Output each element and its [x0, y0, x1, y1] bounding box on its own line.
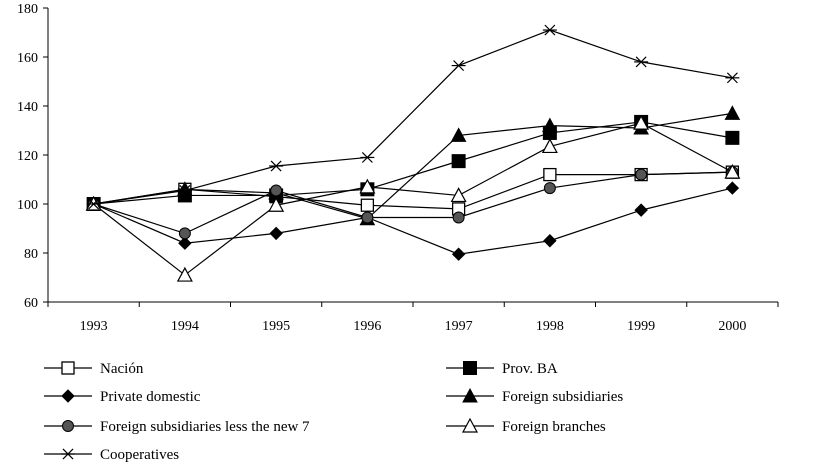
chart-legend: Nación Prov. BA Private domestic Foreign su… [44, 361, 623, 463]
series-line-foreign-subsidiaries-less-the-new-7 [93, 171, 733, 235]
y-tick-label: 80 [24, 247, 38, 262]
series-cooperatives [86, 24, 740, 210]
legend-label-prov-ba: Prov. BA [502, 361, 558, 377]
series-line-prov-ba [93, 121, 733, 205]
y-tick-label: 100 [17, 198, 38, 213]
series-line-foreign-branches [93, 122, 733, 276]
x-tick-label: 1996 [353, 319, 381, 334]
legend-marker-foreign-subsidiaries [462, 387, 478, 403]
data-point-private-domestic [634, 203, 648, 217]
data-point-foreign-subsidiaries [724, 105, 741, 120]
data-point-foreign-branches [176, 266, 193, 282]
data-point-prov-ba [451, 154, 466, 169]
legend-marker-nacion [61, 361, 75, 375]
legend-item-prov-ba: Prov. BA [446, 361, 558, 377]
legend-item-foreign-branches: Foreign branches [446, 417, 606, 435]
data-point-foreign-subsidiaries [450, 127, 467, 142]
legend-item-nacion: Nación [44, 361, 144, 377]
data-point-foreign-branches [450, 187, 467, 203]
series-line-private-domestic [93, 187, 733, 255]
legend-item-foreign-subsidiaries: Foreign subsidiaries [446, 387, 623, 405]
y-tick-label: 60 [24, 296, 38, 311]
data-point-foreign-branches [633, 114, 650, 130]
data-point-prov-ba [725, 130, 740, 145]
y-tick-label: 160 [17, 51, 38, 66]
data-point-cooperatives [542, 24, 557, 36]
x-tick-label: 1997 [445, 319, 473, 334]
data-point-foreign-branches [359, 178, 376, 194]
legend-label-foreign-branches: Foreign branches [502, 419, 606, 435]
x-tick-label: 1993 [80, 319, 108, 334]
data-point-cooperatives [725, 72, 740, 84]
data-point-private-domestic [269, 226, 283, 241]
data-point-nacion [543, 167, 557, 182]
legend-label-nacion: Nación [100, 361, 144, 377]
data-point-cooperatives [634, 56, 649, 68]
data-point-cooperatives [86, 198, 101, 210]
legend-label-foreign-subsidiaries-less-the-new-7: Foreign subsidiaries less the new 7 [100, 419, 310, 435]
legend-item-cooperatives: Cooperatives [44, 447, 179, 463]
legend-marker-cooperatives [61, 448, 75, 460]
data-point-foreign-subsidiaries [177, 181, 193, 196]
legend-marker-prov-ba [463, 361, 477, 375]
legend-marker-foreign-branches [461, 417, 479, 433]
series-line-nacion [93, 171, 733, 210]
legend-label-foreign-subsidiaries: Foreign subsidiaries [502, 389, 623, 405]
data-point-foreign-subsidiaries-less-the-new-7 [178, 227, 191, 240]
chart-series-layer [85, 24, 741, 282]
x-tick-label: 1998 [536, 319, 564, 334]
data-point-private-domestic [725, 181, 740, 195]
chart-axes: 60 80 100 120 140 160 180 1993 1994 1995 1996 1997 1… [17, 2, 779, 334]
data-point-foreign-branches [724, 163, 741, 179]
legend-label-private-domestic: Private domestic [100, 389, 201, 405]
x-tick-label: 1999 [627, 319, 655, 334]
data-point-foreign-subsidiaries-less-the-new-7 [543, 182, 556, 195]
legend-item-foreign-subsidiaries-less-the-new-7: Foreign subsidiaries less the new 7 [44, 419, 310, 435]
data-point-private-domestic [543, 234, 557, 248]
data-point-foreign-subsidiaries-less-the-new-7 [361, 211, 374, 224]
x-tick-label: 1995 [262, 319, 290, 334]
data-point-private-domestic [451, 247, 466, 261]
y-tick-label: 120 [17, 149, 38, 164]
x-tick-label: 1994 [171, 319, 199, 334]
legend-marker-foreign-subsidiaries-less-the-new-7 [62, 420, 74, 432]
data-point-cooperatives [269, 160, 284, 172]
data-point-nacion [360, 198, 375, 212]
data-point-foreign-subsidiaries-less-the-new-7 [270, 184, 283, 197]
y-tick-label: 180 [17, 2, 38, 17]
data-point-private-domestic [178, 236, 192, 250]
series-line-cooperatives [93, 29, 733, 205]
x-tick-label: 2000 [718, 319, 746, 334]
y-tick-label: 140 [17, 100, 38, 115]
legend-marker-private-domestic [61, 389, 75, 403]
data-point-foreign-branches [268, 196, 285, 212]
data-point-foreign-subsidiaries-less-the-new-7 [635, 168, 648, 181]
data-point-foreign-branches [541, 138, 558, 154]
legend-label-cooperatives: Cooperatives [100, 447, 179, 463]
legend-item-private-domestic: Private domestic [44, 389, 201, 405]
data-point-foreign-subsidiaries [542, 117, 558, 133]
data-point-cooperatives [451, 60, 466, 72]
data-point-cooperatives [360, 151, 375, 163]
data-point-foreign-subsidiaries-less-the-new-7 [452, 211, 465, 224]
data-point-cooperatives [177, 185, 192, 196]
